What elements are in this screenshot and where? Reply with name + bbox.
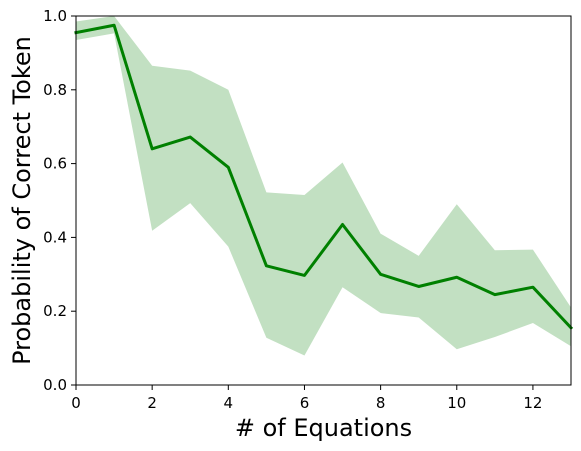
- series-line: [74, 23, 574, 330]
- x-tick-label: 8: [376, 394, 386, 412]
- x-tick-label: 0: [71, 394, 81, 412]
- y-tick-label: 0.0: [43, 376, 67, 394]
- y-axis-title: Probability of Correct Token: [8, 36, 36, 365]
- y-tick-label: 0.8: [43, 81, 67, 99]
- x-tick-label: 6: [300, 394, 310, 412]
- x-tick-label: 10: [447, 394, 466, 412]
- y-tick-label: 0.4: [43, 228, 67, 246]
- x-axis-ticks: 0 2 4 6 8 10 12: [71, 385, 542, 412]
- y-tick-label: 0.6: [43, 155, 67, 173]
- series-line-layer: [74, 23, 574, 330]
- x-axis-title: # of Equations: [235, 414, 412, 442]
- plot-frame: [75, 15, 572, 386]
- y-tick-label: 0.2: [43, 302, 67, 320]
- y-tick-label: 1.0: [43, 7, 67, 25]
- confidence-band-layer: [76, 16, 571, 356]
- x-tick-label: 12: [523, 394, 542, 412]
- y-axis-ticks: 0.0 0.2 0.4 0.6 0.8 1.0: [43, 7, 76, 394]
- confidence-band: [76, 16, 571, 356]
- x-tick-label: 4: [224, 394, 234, 412]
- x-tick-label: 2: [147, 394, 157, 412]
